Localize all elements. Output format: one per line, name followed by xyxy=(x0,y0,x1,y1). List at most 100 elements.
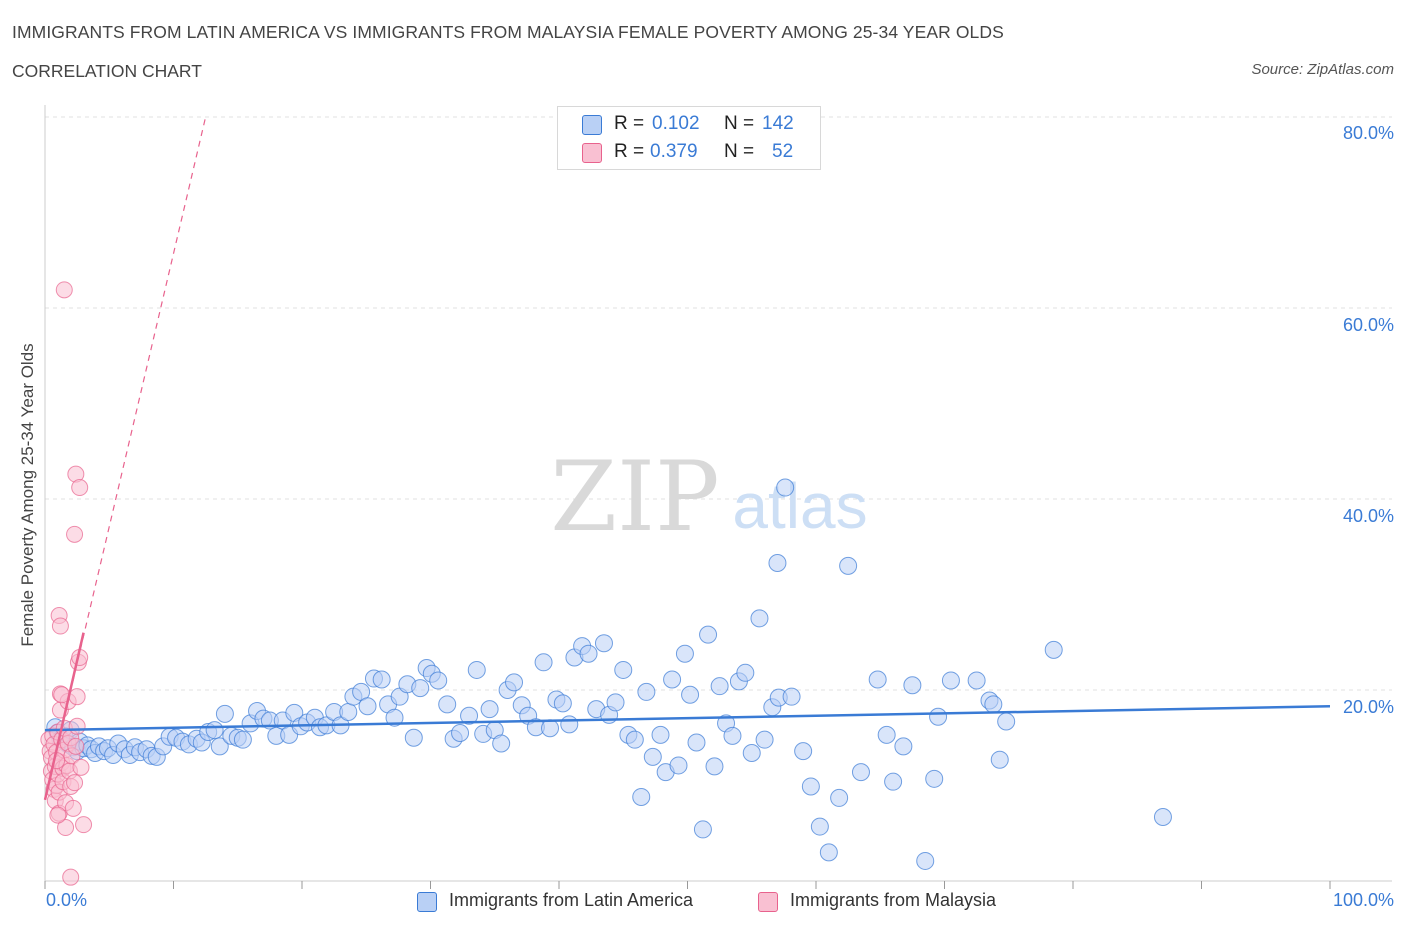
point-latin-america-140 xyxy=(967,671,986,690)
point-latin-america-79 xyxy=(505,673,524,692)
point-latin-america-101 xyxy=(651,725,670,744)
watermark-zip: ZIP xyxy=(550,441,719,553)
point-latin-america-97 xyxy=(625,730,644,749)
point-latin-america-115 xyxy=(736,663,755,682)
point-latin-america-122 xyxy=(768,553,787,572)
point-latin-america-108 xyxy=(693,820,712,839)
point-latin-america-61 xyxy=(385,708,404,727)
point-latin-america-127 xyxy=(819,843,838,862)
point-malaysia-43 xyxy=(51,617,69,635)
point-latin-america-136 xyxy=(916,851,935,870)
point-latin-america-137 xyxy=(925,769,944,788)
point-latin-america-33 xyxy=(205,721,224,740)
point-latin-america-57 xyxy=(358,697,377,716)
point-latin-america-134 xyxy=(894,737,913,756)
point-latin-america-75 xyxy=(480,700,499,719)
point-latin-america-65 xyxy=(411,679,430,698)
point-latin-america-142 xyxy=(984,695,1003,714)
legend-label-malaysia: Immigrants from Malaysia xyxy=(790,890,997,910)
point-latin-america-98 xyxy=(632,787,651,806)
watermark-atlas: atlas xyxy=(732,470,867,542)
point-latin-america-54 xyxy=(339,702,358,721)
point-latin-america-128 xyxy=(830,788,849,807)
point-latin-america-99 xyxy=(637,682,656,701)
point-latin-america-131 xyxy=(868,670,887,689)
trend-line-malaysia-extended xyxy=(44,116,207,800)
point-latin-america-116 xyxy=(742,744,761,763)
point-latin-america-124 xyxy=(794,742,813,761)
point-latin-america-95 xyxy=(614,660,633,679)
point-latin-america-133 xyxy=(884,772,903,791)
x-tick-label-max: 100.0% xyxy=(1332,890,1394,910)
trend-line-latin-america xyxy=(44,704,1331,732)
point-latin-america-84 xyxy=(541,719,560,738)
point-latin-america-72 xyxy=(460,706,479,725)
point-latin-america-105 xyxy=(675,644,694,663)
point-latin-america-83 xyxy=(534,653,553,672)
n-value: 52 xyxy=(772,141,794,162)
point-latin-america-59 xyxy=(372,670,391,689)
point-latin-america-109 xyxy=(699,625,718,644)
point-latin-america-130 xyxy=(851,763,870,782)
r-label: R = xyxy=(614,141,645,162)
point-latin-america-38 xyxy=(233,730,252,749)
point-latin-america-146 xyxy=(1153,808,1172,827)
point-latin-america-87 xyxy=(560,715,579,734)
point-malaysia-44 xyxy=(55,281,73,299)
chart-title: IMMIGRANTS FROM LATIN AMERICA VS IMMIGRA… xyxy=(12,22,1004,42)
n-value: 142 xyxy=(762,113,794,134)
point-latin-america-113 xyxy=(723,726,742,745)
point-malaysia-34 xyxy=(66,774,84,792)
point-latin-america-68 xyxy=(429,671,448,690)
point-malaysia-35 xyxy=(67,737,85,755)
n-label: N = xyxy=(724,113,755,134)
r-label: R = xyxy=(614,113,645,134)
chart-subtitle: CORRELATION CHART xyxy=(12,61,202,81)
point-latin-america-71 xyxy=(451,723,470,742)
point-latin-america-135 xyxy=(903,676,922,695)
n-label: N = xyxy=(724,141,755,162)
point-malaysia-25 xyxy=(57,819,75,837)
point-latin-america-92 xyxy=(594,634,613,653)
trend-line-malaysia xyxy=(43,632,85,801)
y-tick-label-40: 40.0% xyxy=(1342,506,1394,526)
point-latin-america-77 xyxy=(492,734,511,753)
trend-lines xyxy=(43,116,1331,801)
legend-swatch-latin-america xyxy=(417,892,437,912)
point-latin-america-132 xyxy=(877,725,896,744)
point-latin-america-64 xyxy=(404,728,423,747)
point-latin-america-118 xyxy=(755,730,774,749)
r-value: 0.102 xyxy=(652,113,700,134)
point-malaysia-47 xyxy=(71,479,89,497)
point-malaysia-45 xyxy=(66,525,84,543)
legend-label-latin-america: Immigrants from Latin America xyxy=(449,890,694,910)
point-latin-america-138 xyxy=(929,707,948,726)
point-latin-america-34 xyxy=(210,737,229,756)
point-latin-america-35 xyxy=(215,704,234,723)
point-latin-america-107 xyxy=(687,733,706,752)
point-latin-america-110 xyxy=(705,757,724,776)
point-latin-america-139 xyxy=(941,671,960,690)
legend-swatch-malaysia xyxy=(758,892,778,912)
source-note: Source: ZipAtlas.com xyxy=(1251,61,1394,78)
point-latin-america-69 xyxy=(438,695,457,714)
point-latin-america-106 xyxy=(681,685,700,704)
y-tick-label-80: 80.0% xyxy=(1342,123,1394,143)
point-latin-america-121 xyxy=(776,478,795,497)
point-latin-america-144 xyxy=(997,712,1016,731)
point-latin-america-103 xyxy=(663,670,682,689)
point-latin-america-126 xyxy=(810,817,829,836)
point-latin-america-111 xyxy=(710,677,729,696)
point-latin-america-100 xyxy=(643,747,662,766)
point-malaysia-40 xyxy=(72,758,90,776)
point-malaysia-33 xyxy=(64,799,82,817)
y-tick-label-60: 60.0% xyxy=(1342,315,1394,335)
watermark: ZIP atlas xyxy=(550,441,867,553)
y-axis-label: Female Poverty Among 25-34 Year Olds xyxy=(18,343,37,647)
point-latin-america-125 xyxy=(801,777,820,796)
point-latin-america-123 xyxy=(782,687,801,706)
stats-swatch-malaysia xyxy=(582,143,602,163)
point-latin-america-86 xyxy=(553,694,572,713)
point-malaysia-41 xyxy=(75,816,93,834)
